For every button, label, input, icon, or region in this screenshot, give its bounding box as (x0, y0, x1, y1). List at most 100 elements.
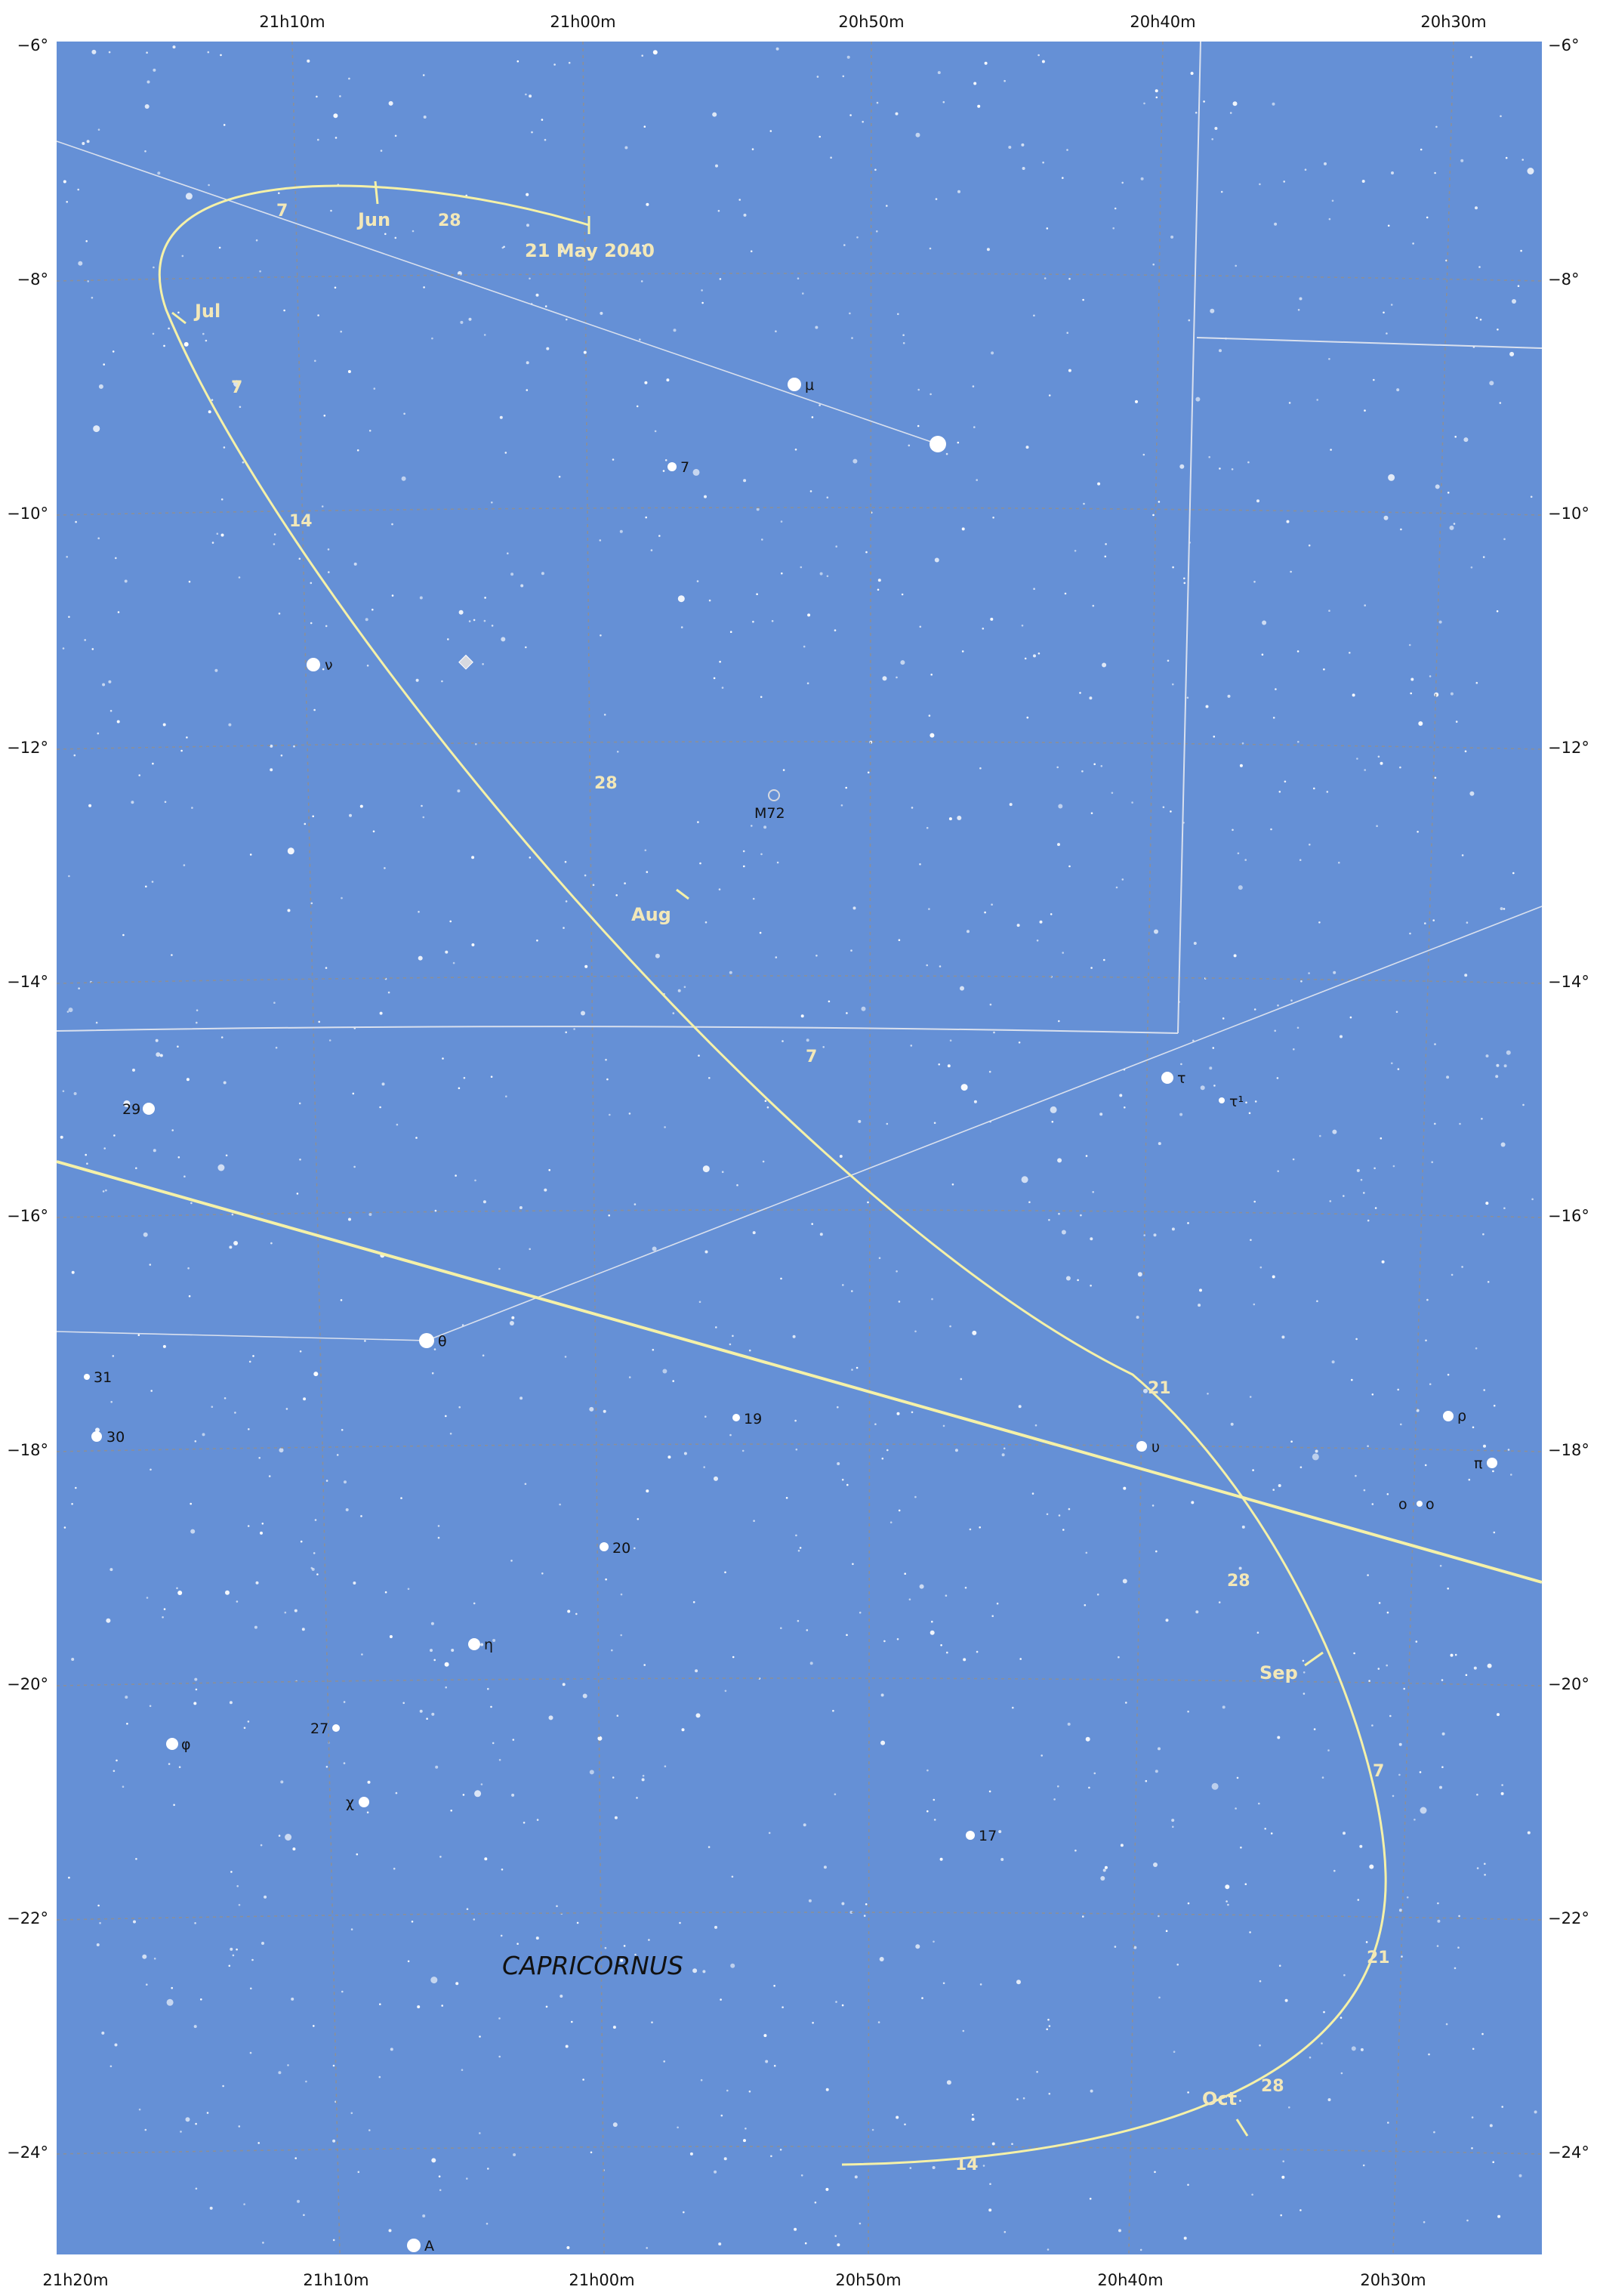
background-star (794, 448, 797, 451)
background-star (335, 137, 338, 139)
background-star (123, 1100, 131, 1107)
background-star (368, 1213, 372, 1216)
named-star (307, 658, 320, 671)
background-star (732, 1335, 734, 1338)
background-star (1231, 468, 1234, 471)
background-star (1199, 1288, 1202, 1292)
background-star (729, 631, 732, 633)
dec-right-tick-label: −6° (1548, 36, 1579, 54)
background-star (1303, 1671, 1306, 1674)
background-star (646, 871, 649, 873)
background-star (317, 138, 319, 141)
background-star (1367, 1445, 1369, 1447)
background-star (264, 1895, 267, 1899)
named-star (166, 1738, 178, 1750)
background-star (1398, 1773, 1401, 1776)
background-star (187, 1267, 190, 1270)
background-star (249, 2051, 252, 2054)
background-star (451, 1649, 455, 1652)
background-star (207, 51, 210, 54)
background-star (108, 51, 111, 54)
background-star (1362, 2164, 1365, 2167)
background-star (1355, 1474, 1357, 1477)
background-star (939, 1857, 943, 1861)
background-star (1274, 1029, 1276, 1032)
background-star (1258, 1802, 1260, 1805)
background-star (1033, 654, 1036, 658)
background-star (717, 209, 720, 212)
background-star (1389, 1714, 1392, 1717)
background-star (131, 801, 134, 804)
background-star (729, 1343, 732, 1346)
background-star (1367, 1574, 1369, 1576)
background-star (149, 1264, 152, 1266)
background-star (66, 556, 68, 558)
background-star (1395, 1011, 1398, 1014)
star-label: 7 (680, 459, 689, 476)
named-star (966, 1831, 975, 1840)
background-star (840, 804, 843, 807)
background-star (681, 1728, 685, 1732)
background-star (819, 1233, 823, 1236)
background-star (1112, 227, 1115, 230)
background-star (807, 613, 811, 617)
background-star (1463, 437, 1469, 443)
dec-left-tick-label: −10° (7, 505, 48, 523)
background-star (902, 334, 905, 337)
background-star (344, 1480, 347, 1484)
background-star (863, 1915, 866, 1917)
background-star (1155, 96, 1158, 99)
background-star (368, 2129, 371, 2131)
background-star (1420, 148, 1423, 151)
background-star (1219, 349, 1222, 353)
background-star (565, 2044, 569, 2048)
background-star (797, 1619, 800, 1622)
background-star (620, 1593, 623, 1596)
background-star (1509, 351, 1515, 356)
background-star (759, 931, 762, 934)
background-star (168, 1763, 171, 1765)
track-tick (1235, 2119, 1249, 2137)
background-star (520, 584, 524, 588)
background-star (71, 1270, 75, 1274)
background-star (475, 743, 477, 745)
background-star (1503, 1064, 1507, 1068)
background-star (1203, 100, 1205, 103)
background-star (236, 1885, 239, 1887)
background-star (509, 1321, 514, 1325)
background-star (1142, 453, 1145, 456)
background-star (1315, 1449, 1318, 1453)
background-star (101, 2031, 105, 2035)
background-star (1328, 358, 1330, 360)
star-label: η (484, 1637, 493, 1653)
background-star (378, 2075, 381, 2078)
background-star (1321, 2042, 1323, 2044)
background-star (609, 1113, 611, 1116)
background-star (168, 327, 170, 330)
background-star (1276, 1077, 1279, 1079)
background-star (1259, 1980, 1262, 1983)
background-star (97, 128, 100, 131)
background-star (1460, 159, 1464, 162)
background-star (243, 2203, 245, 2205)
background-star (1329, 1200, 1332, 1202)
background-star (223, 446, 226, 449)
background-star (998, 1830, 1002, 1834)
background-star (919, 1584, 924, 1589)
background-star (662, 1369, 667, 1374)
background-star (548, 1715, 553, 1720)
background-star (933, 1798, 936, 1801)
background-star (797, 1549, 800, 1552)
background-star (846, 1634, 848, 1637)
star-label: π (1474, 1455, 1482, 1472)
background-star (421, 804, 423, 807)
background-star (466, 2177, 468, 2180)
background-star (102, 1190, 105, 1193)
background-star (1212, 1047, 1215, 1049)
background-star (644, 849, 647, 852)
background-star (183, 341, 189, 347)
background-star (491, 625, 494, 627)
background-star (441, 680, 443, 683)
background-star (353, 562, 357, 566)
